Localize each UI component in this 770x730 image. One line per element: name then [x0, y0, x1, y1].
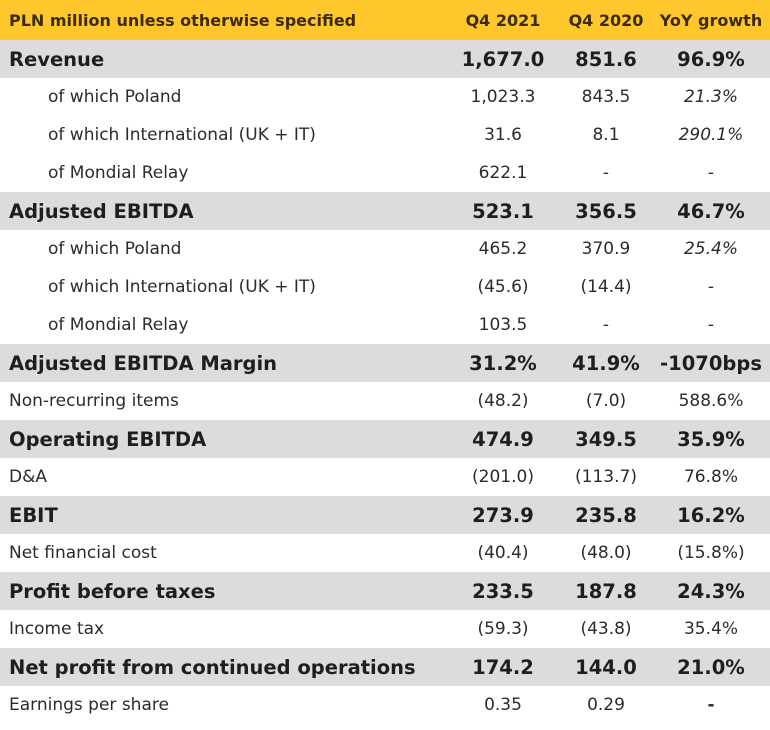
- row-revenue-poland: of which Poland 1,023.3 843.5 21.3%: [0, 78, 770, 116]
- cell-yoy: 21.3%: [683, 87, 738, 107]
- cell-yoy: 21.0%: [677, 655, 745, 679]
- row-label: of which International (UK + IT): [48, 277, 316, 297]
- cell-yoy: 588.6%: [678, 391, 744, 411]
- cell-q4-2020: 41.9%: [572, 351, 640, 375]
- row-label: Non-recurring items: [9, 391, 179, 411]
- cell-q4-2020: 843.5: [581, 87, 631, 107]
- cell-yoy: 35.9%: [677, 427, 745, 451]
- cell-q4-2020: 0.29: [587, 695, 625, 715]
- row-net-financial-cost: Net financial cost (40.4) (48.0) (15.8%): [0, 534, 770, 572]
- row-label: Net financial cost: [9, 543, 157, 563]
- row-ebit: EBIT 273.9 235.8 16.2%: [0, 496, 770, 534]
- cell-yoy: -: [707, 277, 715, 297]
- cell-q4-2021: 622.1: [478, 163, 528, 183]
- cell-q4-2021: 474.9: [472, 427, 534, 451]
- cell-yoy: 25.4%: [683, 239, 738, 259]
- cell-q4-2021: 273.9: [472, 503, 534, 527]
- table-header: PLN million unless otherwise specified Q…: [0, 0, 770, 40]
- header-q4-2021: Q4 2021: [465, 10, 541, 30]
- cell-q4-2021: (59.3): [477, 619, 529, 639]
- cell-q4-2021: 465.2: [478, 239, 528, 259]
- header-label: PLN million unless otherwise specified: [9, 10, 357, 30]
- row-label: of which International (UK + IT): [48, 125, 316, 145]
- cell-q4-2020: -: [602, 315, 610, 335]
- row-label: of Mondial Relay: [48, 163, 189, 183]
- row-label: Operating EBITDA: [9, 427, 207, 451]
- cell-yoy: 35.4%: [683, 619, 738, 639]
- row-revenue-international: of which International (UK + IT) 31.6 8.…: [0, 116, 770, 154]
- cell-q4-2020: (43.8): [580, 619, 632, 639]
- cell-yoy: 96.9%: [677, 47, 745, 71]
- cell-yoy: 76.8%: [683, 467, 738, 487]
- row-label: Earnings per share: [9, 695, 169, 715]
- row-ebitda-mondial-relay: of Mondial Relay 103.5 - -: [0, 306, 770, 344]
- cell-q4-2021: 0.35: [484, 695, 522, 715]
- cell-q4-2021: 103.5: [478, 315, 528, 335]
- cell-q4-2020: 235.8: [575, 503, 637, 527]
- row-adjusted-ebitda: Adjusted EBITDA 523.1 356.5 46.7%: [0, 192, 770, 230]
- header-yoy: YoY growth: [659, 10, 763, 30]
- row-label: Net profit from continued operations: [9, 655, 416, 679]
- row-revenue-mondial-relay: of Mondial Relay 622.1 - -: [0, 154, 770, 192]
- row-revenue: Revenue 1,677.0 851.6 96.9%: [0, 40, 770, 78]
- cell-q4-2020: 8.1: [592, 125, 620, 145]
- cell-q4-2021: 233.5: [472, 579, 534, 603]
- cell-q4-2020: 187.8: [575, 579, 637, 603]
- row-label: of Mondial Relay: [48, 315, 189, 335]
- row-earnings-per-share: Earnings per share 0.35 0.29 -: [0, 686, 770, 724]
- cell-yoy: 24.3%: [677, 579, 745, 603]
- row-operating-ebitda: Operating EBITDA 474.9 349.5 35.9%: [0, 420, 770, 458]
- row-label: Income tax: [9, 619, 105, 639]
- cell-q4-2021: 1,023.3: [470, 87, 536, 107]
- cell-q4-2021: 31.2%: [469, 351, 537, 375]
- header-q4-2020: Q4 2020: [568, 10, 644, 30]
- cell-yoy: -: [707, 315, 715, 335]
- cell-q4-2021: 31.6: [484, 125, 522, 145]
- cell-q4-2020: 370.9: [581, 239, 631, 259]
- row-label: Revenue: [9, 47, 105, 71]
- row-non-recurring-items: Non-recurring items (48.2) (7.0) 588.6%: [0, 382, 770, 420]
- row-label: Adjusted EBITDA: [9, 199, 194, 223]
- cell-yoy: -: [707, 695, 715, 715]
- row-ebitda-international: of which International (UK + IT) (45.6) …: [0, 268, 770, 306]
- cell-yoy: -1070bps: [660, 351, 762, 375]
- cell-q4-2020: 349.5: [575, 427, 637, 451]
- cell-q4-2021: 1,677.0: [461, 47, 545, 71]
- row-label: Adjusted EBITDA Margin: [9, 351, 278, 375]
- row-net-profit: Net profit from continued operations 174…: [0, 648, 770, 686]
- cell-q4-2021: (40.4): [477, 543, 529, 563]
- cell-yoy: 46.7%: [677, 199, 745, 223]
- cell-q4-2020: -: [602, 163, 610, 183]
- row-income-tax: Income tax (59.3) (43.8) 35.4%: [0, 610, 770, 648]
- cell-q4-2020: 356.5: [575, 199, 637, 223]
- row-label: of which Poland: [48, 239, 182, 259]
- row-profit-before-taxes: Profit before taxes 233.5 187.8 24.3%: [0, 572, 770, 610]
- cell-yoy: 290.1%: [678, 125, 744, 145]
- cell-q4-2020: 851.6: [575, 47, 637, 71]
- cell-q4-2020: (48.0): [580, 543, 632, 563]
- cell-yoy: 16.2%: [677, 503, 745, 527]
- cell-q4-2021: 523.1: [472, 199, 534, 223]
- cell-q4-2020: 144.0: [575, 655, 637, 679]
- cell-q4-2021: (45.6): [477, 277, 529, 297]
- row-ebitda-poland: of which Poland 465.2 370.9 25.4%: [0, 230, 770, 268]
- row-adjusted-ebitda-margin: Adjusted EBITDA Margin 31.2% 41.9% -1070…: [0, 344, 770, 382]
- cell-q4-2021: 174.2: [472, 655, 534, 679]
- row-label: D&A: [9, 467, 47, 487]
- cell-q4-2021: (201.0): [472, 467, 534, 487]
- cell-q4-2020: (113.7): [575, 467, 637, 487]
- row-label: Profit before taxes: [9, 579, 216, 603]
- row-label: of which Poland: [48, 87, 182, 107]
- cell-yoy: -: [707, 163, 715, 183]
- cell-q4-2021: (48.2): [477, 391, 529, 411]
- cell-q4-2020: (7.0): [585, 391, 627, 411]
- row-label: EBIT: [9, 503, 58, 527]
- row-d-and-a: D&A (201.0) (113.7) 76.8%: [0, 458, 770, 496]
- cell-yoy: (15.8%): [677, 543, 745, 563]
- cell-q4-2020: (14.4): [580, 277, 632, 297]
